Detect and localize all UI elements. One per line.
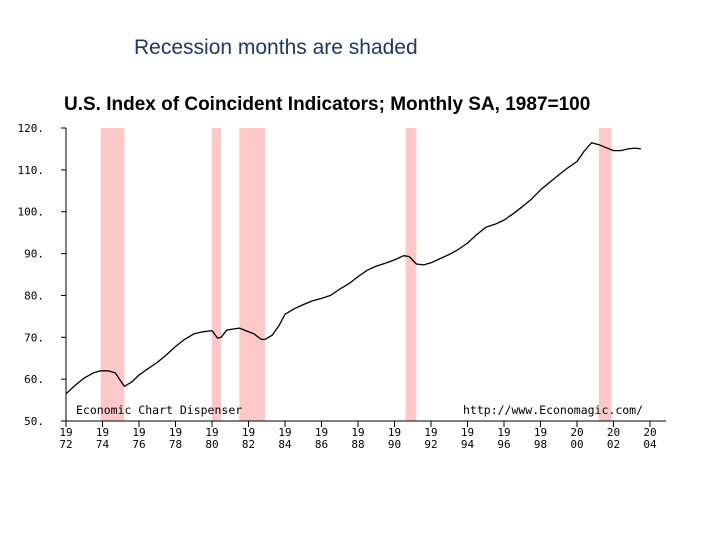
recession-band-1 bbox=[100, 128, 125, 421]
y-tick-label: 90. bbox=[24, 248, 44, 261]
x-tick-label-century: 19 bbox=[315, 426, 328, 439]
recession-band-2 bbox=[212, 128, 222, 421]
recession-band-4 bbox=[405, 128, 417, 421]
x-tick-label-century: 19 bbox=[461, 426, 474, 439]
x-tick-label-year: 94 bbox=[461, 438, 475, 451]
x-tick-label-century: 19 bbox=[242, 426, 255, 439]
recession-bands bbox=[100, 128, 612, 421]
recession-band-3 bbox=[239, 128, 265, 421]
source-annotation-right: http://www.Economagic.com/ bbox=[463, 403, 643, 417]
x-tick-label-century: 19 bbox=[351, 426, 364, 439]
x-tick-label-year: 74 bbox=[96, 438, 110, 451]
x-tick-label-century: 19 bbox=[96, 426, 109, 439]
x-tick-label-year: 04 bbox=[643, 438, 657, 451]
y-tick-label: 50. bbox=[24, 415, 44, 428]
x-tick-label-year: 98 bbox=[534, 438, 547, 451]
x-tick-label-century: 20 bbox=[607, 426, 620, 439]
x-tick-label-century: 19 bbox=[278, 426, 291, 439]
x-tick-label-year: 90 bbox=[388, 438, 401, 451]
x-tick-label-century: 19 bbox=[388, 426, 401, 439]
y-tick-label: 110. bbox=[18, 164, 45, 177]
x-tick-label-year: 96 bbox=[497, 438, 510, 451]
x-tick-label-year: 80 bbox=[205, 438, 218, 451]
source-annotation-left: Economic Chart Dispenser bbox=[76, 403, 242, 417]
y-tick-label: 100. bbox=[18, 206, 45, 219]
x-tick-label-year: 78 bbox=[169, 438, 182, 451]
x-tick-label-century: 19 bbox=[169, 426, 182, 439]
y-tick-label: 60. bbox=[24, 373, 44, 386]
y-tick-label: 70. bbox=[24, 331, 44, 344]
chart-title: U.S. Index of Coincident Indicators; Mon… bbox=[64, 94, 590, 115]
x-tick-label-century: 19 bbox=[132, 426, 145, 439]
x-tick-label-year: 88 bbox=[351, 438, 364, 451]
x-tick-label-year: 86 bbox=[315, 438, 328, 451]
x-tick-label-year: 82 bbox=[242, 438, 255, 451]
chart-caption: Recession months are shaded bbox=[134, 36, 418, 59]
x-tick-label-year: 00 bbox=[570, 438, 583, 451]
x-tick-label-century: 19 bbox=[497, 426, 510, 439]
x-tick-label-century: 19 bbox=[534, 426, 547, 439]
chart-axes: 50.60.70.80.90.100.110.120.1972197419761… bbox=[18, 122, 666, 451]
y-tick-label: 120. bbox=[18, 122, 45, 135]
x-tick-label-year: 92 bbox=[424, 438, 437, 451]
x-tick-label-century: 19 bbox=[424, 426, 437, 439]
series-line-1 bbox=[65, 142, 641, 395]
x-tick-label-year: 02 bbox=[607, 438, 620, 451]
x-tick-label-year: 84 bbox=[278, 438, 292, 451]
x-tick-label-century: 20 bbox=[643, 426, 656, 439]
x-tick-label-century: 19 bbox=[59, 426, 72, 439]
x-tick-label-century: 20 bbox=[570, 426, 583, 439]
x-tick-label-year: 76 bbox=[132, 438, 145, 451]
x-tick-label-year: 72 bbox=[59, 438, 72, 451]
recession-band-5 bbox=[598, 128, 612, 421]
y-tick-label: 80. bbox=[24, 289, 44, 302]
chart-series bbox=[65, 142, 641, 395]
x-tick-label-century: 19 bbox=[205, 426, 218, 439]
